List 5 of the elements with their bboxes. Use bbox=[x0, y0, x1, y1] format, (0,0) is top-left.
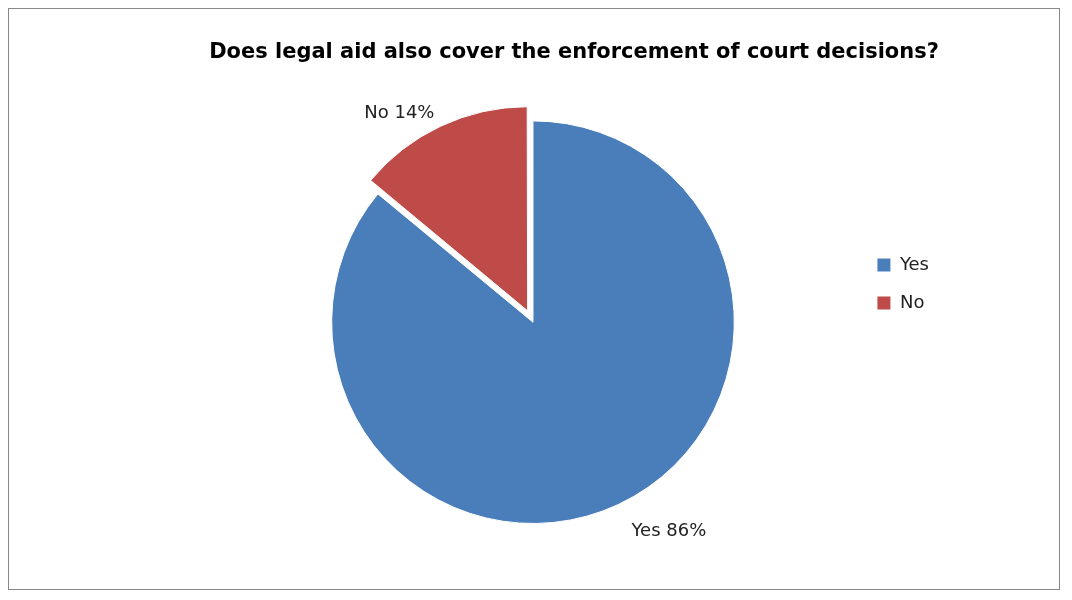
chart-title: Does legal aid also cover the enforcement of court decisions? bbox=[209, 37, 939, 64]
legend-label: Yes bbox=[898, 252, 930, 274]
data-label: Yes 86% bbox=[630, 519, 707, 541]
data-label: No 14% bbox=[364, 100, 435, 122]
legend-label: No bbox=[899, 290, 925, 312]
